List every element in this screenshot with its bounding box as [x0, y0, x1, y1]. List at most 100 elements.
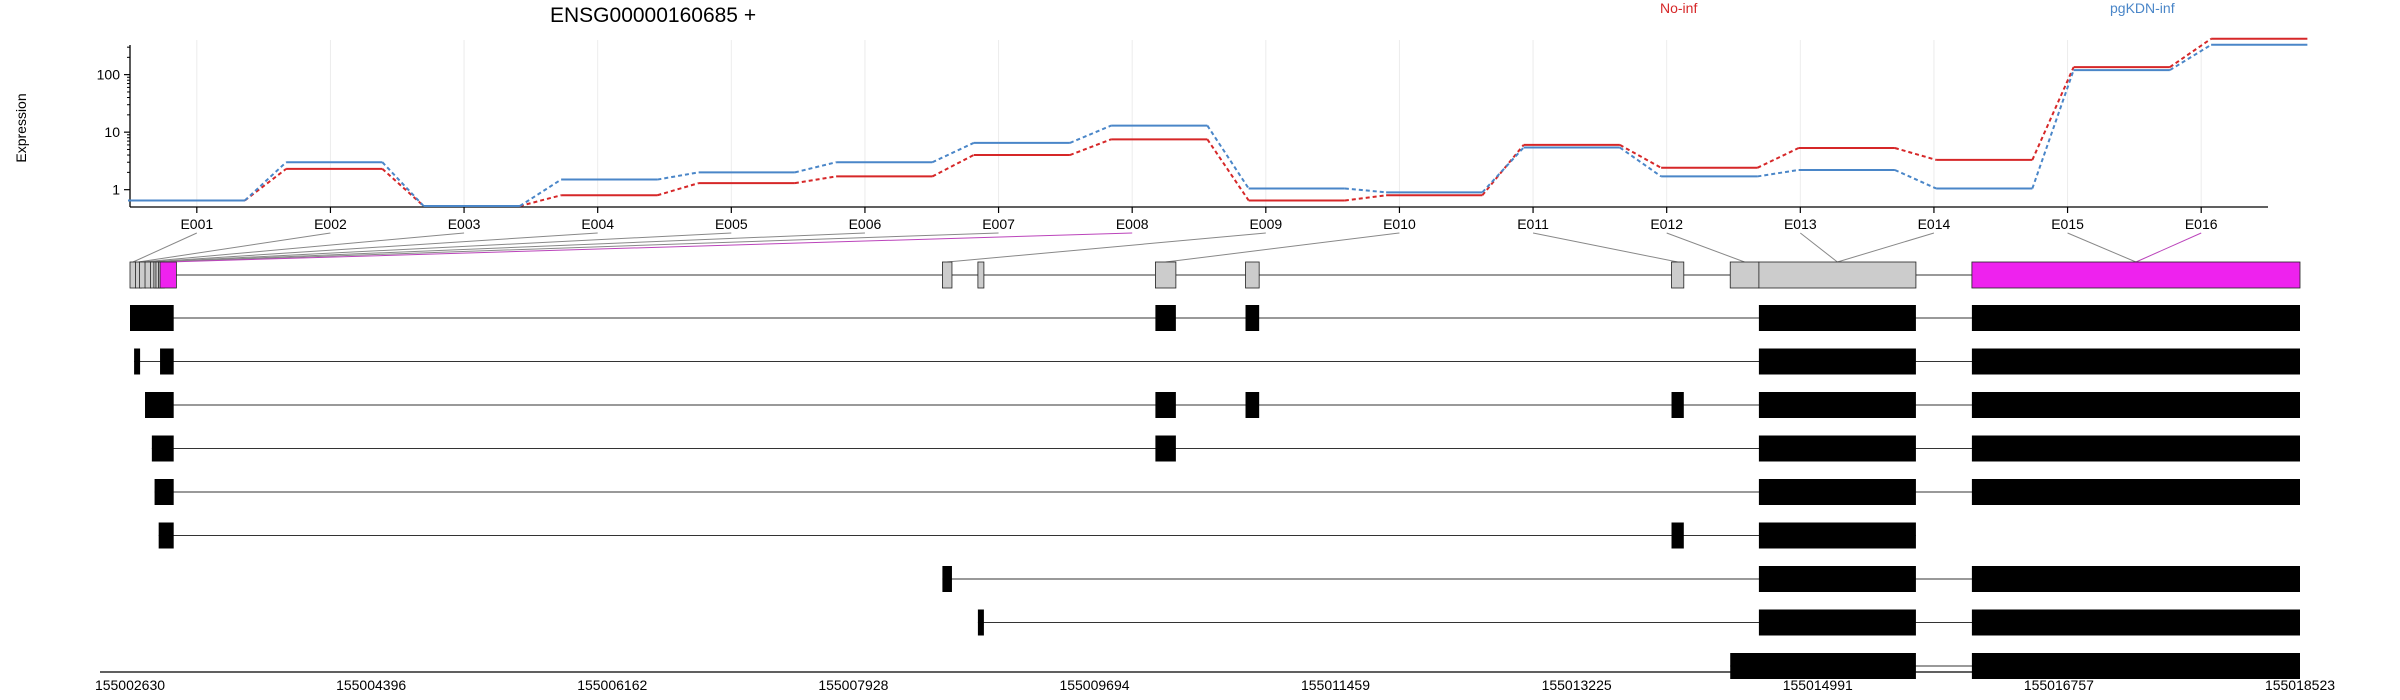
transcript-exon	[1245, 392, 1260, 418]
x-tick-label-e012: E012	[1650, 216, 1683, 232]
model-exon	[977, 261, 985, 289]
series-pgkdn-inf-connector	[1894, 169, 1937, 190]
transcript-exon	[1971, 566, 2300, 592]
transcript-exon	[977, 609, 984, 636]
transcript-exon	[1971, 305, 2300, 331]
transcript-exon	[1758, 435, 1916, 462]
transcript-row	[942, 566, 2300, 592]
transcript-exon	[1758, 348, 1916, 375]
transcript-row	[1730, 653, 2300, 679]
transcript-row	[977, 609, 2300, 636]
transcript-exon	[1971, 348, 2300, 375]
exon-connector	[147, 232, 598, 263]
series-pgkdn-inf-connector	[931, 142, 975, 164]
exon-connectors	[132, 232, 2202, 263]
x-tick-label-e014: E014	[1918, 216, 1951, 232]
series-pgkdn-inf-connector	[1619, 146, 1662, 178]
transcript-exon	[1971, 609, 2300, 636]
series-pgkdn-inf-connector	[657, 171, 699, 181]
genomic-tick-label: 155016757	[2024, 677, 2094, 693]
model-exon	[1671, 261, 1685, 289]
transcript-exon	[1758, 479, 1916, 505]
transcript-exon	[1758, 566, 1916, 592]
transcript-row	[151, 435, 2300, 462]
transcript-exon	[151, 435, 174, 462]
x-tick-label-e005: E005	[715, 216, 748, 232]
transcript-exon	[942, 566, 952, 592]
gene-model	[129, 261, 2301, 289]
y-tick-label: 100	[97, 67, 121, 83]
model-exon	[942, 261, 953, 289]
series-no-inf-connector	[794, 175, 837, 185]
x-tick-label-e002: E002	[314, 216, 347, 232]
transcript-exon	[134, 348, 141, 375]
transcript-exon	[154, 479, 174, 505]
y-tick-label: 10	[104, 124, 120, 140]
transcript-exon	[1758, 392, 1916, 418]
series-pgkdn-inf-connector	[1206, 125, 1250, 190]
genomic-tick-label: 155018523	[2265, 677, 2335, 693]
x-tick-label-e003: E003	[448, 216, 481, 232]
exon-connector	[2135, 232, 2202, 263]
expression-plot: 1 10 100 E001 E002 E003 E004 E005 E006 E007 E008 E0…	[97, 37, 2308, 232]
legend-no-inf: No-inf	[1660, 0, 1697, 16]
model-exon	[1758, 261, 1917, 289]
transcript-exon	[1245, 305, 1260, 331]
x-tick-label-e013: E013	[1784, 216, 1817, 232]
chart-title: ENSG00000160685 +	[550, 4, 756, 27]
exon-connector	[1666, 232, 1745, 263]
transcript-row	[154, 479, 2300, 505]
transcript-exon	[1758, 305, 1916, 331]
series-pgkdn-inf-connector	[794, 161, 837, 174]
series-no-inf-connector	[1069, 138, 1112, 156]
model-exon	[1245, 261, 1260, 289]
x-tick-label-e016: E016	[2185, 216, 2218, 232]
series-pgkdn-inf-connector	[1344, 187, 1387, 194]
series-no-inf-connector	[381, 168, 425, 207]
series-no-inf-connector	[2169, 37, 2212, 68]
genomic-tick-label: 155011459	[1301, 677, 1370, 693]
series-no-inf-connector	[931, 154, 975, 178]
transcript-exon	[1155, 392, 1176, 418]
transcript-exon	[1155, 305, 1176, 331]
exon-connector	[1800, 232, 1838, 263]
transcript-exon	[1155, 435, 1176, 462]
exon-connector	[153, 232, 732, 263]
transcript-row	[158, 522, 1916, 549]
series-no-inf-connector	[1756, 147, 1800, 169]
model-exon	[1729, 261, 1760, 289]
series-pgkdn-inf-connector	[381, 161, 425, 207]
genomic-coordinate-axis: 155002630 155004396 155006162 155007928 1550…	[95, 671, 2335, 693]
x-tick-label-e006: E006	[849, 216, 882, 232]
transcript-exon	[1671, 522, 1684, 549]
genomic-tick-label: 155007928	[818, 677, 888, 693]
exon-connector	[168, 232, 1133, 263]
genomic-tick-label: 155009694	[1059, 677, 1129, 693]
series-no-inf-connector	[519, 194, 562, 207]
series-no-inf-connector	[657, 182, 699, 197]
series-no-inf-connector	[1344, 194, 1387, 202]
series-no-inf-connector	[1619, 144, 1662, 169]
transcript-exon	[1758, 609, 1916, 636]
transcript-exon	[1971, 653, 2300, 679]
exon-connector	[1837, 232, 1935, 263]
x-tick-label-e011: E011	[1517, 216, 1549, 232]
model-exon	[1155, 261, 1177, 289]
y-axis-label: Expression	[13, 93, 29, 162]
legend-pgkdn-inf: pgKDN-inf	[2110, 0, 2175, 16]
series-pgkdn-inf-connector	[1069, 124, 1112, 144]
transcript-exon	[1730, 653, 1916, 679]
x-tick-label-e009: E009	[1249, 216, 1282, 232]
x-tick-label-e001: E001	[180, 216, 213, 232]
series-no-inf-connector	[2031, 66, 2075, 161]
transcript-row	[134, 348, 2300, 375]
series-pgkdn-inf-connector	[2169, 43, 2212, 71]
series-pgkdn-inf-connector	[519, 178, 562, 207]
transcript-exon	[145, 392, 174, 418]
series-no-inf-connector	[1206, 138, 1250, 202]
transcript-exon	[1758, 522, 1916, 549]
x-tick-label-e010: E010	[1383, 216, 1416, 232]
transcript-exon	[1971, 479, 2300, 505]
x-tick-label-e015: E015	[2051, 216, 2084, 232]
exon-connector	[138, 232, 331, 263]
